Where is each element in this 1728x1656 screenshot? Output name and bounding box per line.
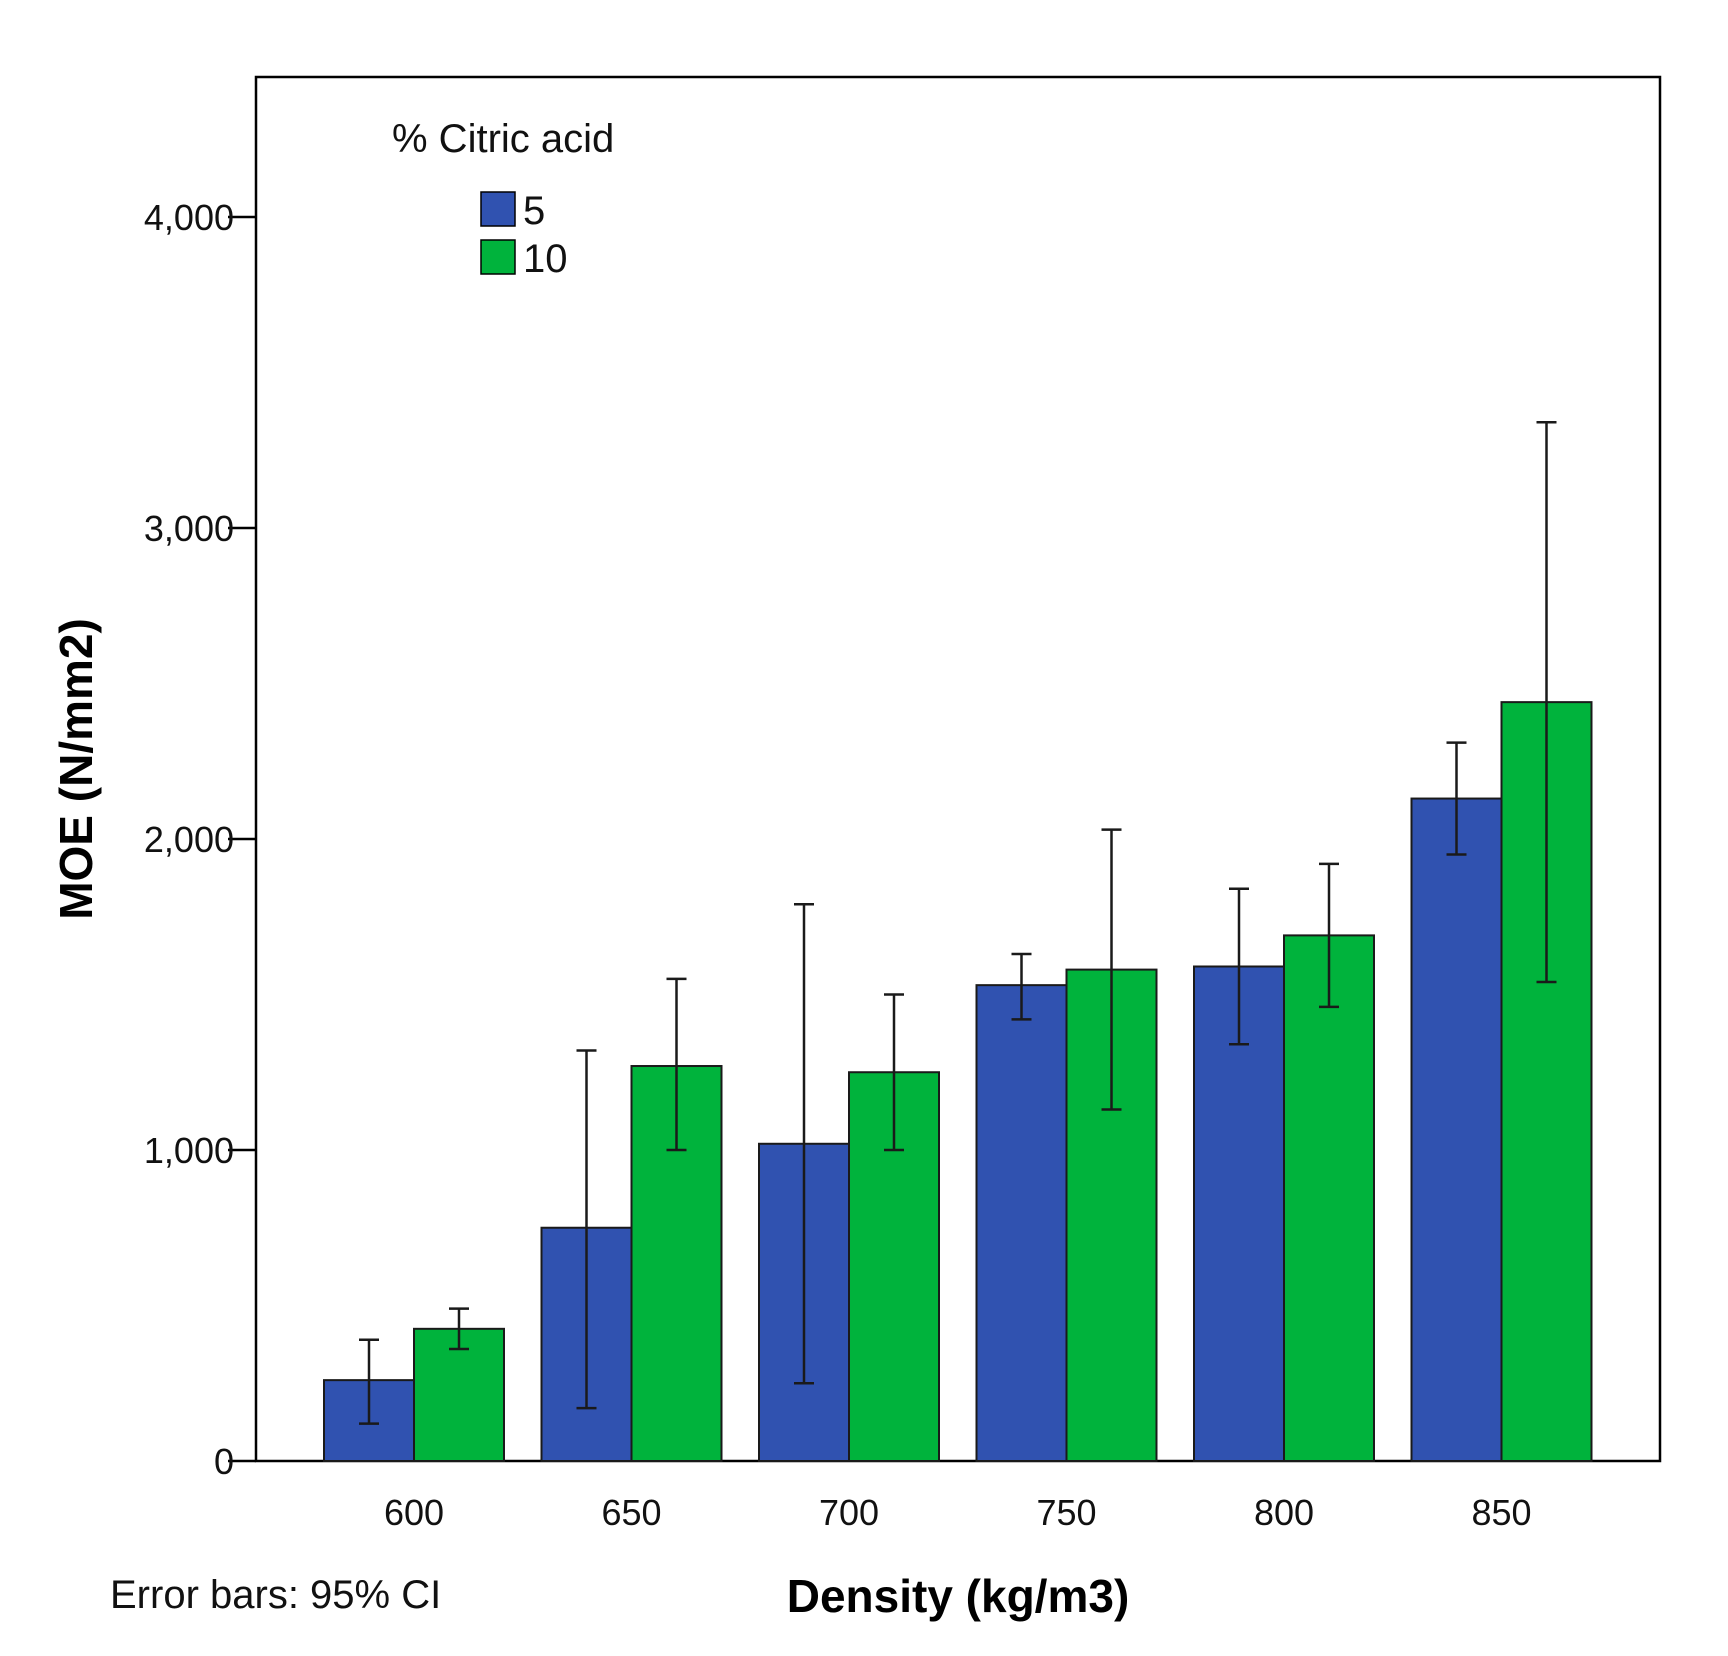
legend-title: % Citric acid (392, 117, 614, 161)
x-tick-label-850: 850 (1471, 1492, 1531, 1533)
bar-5-800 (1193, 965, 1285, 1462)
bars-layer (323, 701, 1593, 1463)
error-bar-10-800 (1319, 862, 1339, 1009)
x-axis: 600 650 700 750 800 850 (384, 1492, 1532, 1533)
error-bar-5-750 (1011, 952, 1032, 1021)
legend-label-10: 10 (523, 237, 568, 281)
bar-10-650 (630, 1065, 723, 1463)
y-tick-label-0: 0 (214, 1441, 234, 1482)
error-bars-layer (359, 420, 1557, 1425)
y-axis-title: MOE (N/mm2) (50, 618, 102, 920)
legend-label-5: 5 (523, 189, 545, 233)
x-tick-label-700: 700 (819, 1492, 879, 1533)
y-tick-label-3000: 3,000 (144, 508, 234, 549)
error-bar-5-700 (794, 903, 814, 1385)
y-tick-label-1000: 1,000 (144, 1130, 234, 1171)
x-tick-label-600: 600 (384, 1492, 444, 1533)
x-axis-title: Density (kg/m3) (787, 1570, 1130, 1622)
error-bar-5-800 (1229, 887, 1249, 1046)
legend-swatch-10 (480, 239, 516, 275)
error-bar-10-600 (449, 1307, 469, 1351)
error-bar-5-650 (576, 1049, 597, 1410)
error-bars-note: Error bars: 95% CI (110, 1573, 441, 1617)
error-bar-10-850 (1536, 420, 1557, 984)
bar-10-600 (413, 1327, 505, 1462)
x-tick-label-750: 750 (1036, 1492, 1096, 1533)
error-bar-10-750 (1101, 828, 1122, 1111)
error-bar-5-850 (1446, 741, 1467, 856)
legend-swatch-5 (480, 191, 516, 227)
y-axis: 0 1,000 2,000 3,000 4,000 (144, 197, 256, 1482)
bar-5-850 (1410, 797, 1503, 1462)
bar-5-750 (975, 984, 1068, 1463)
error-bar-10-700 (884, 993, 904, 1152)
y-tick-label-4000: 4,000 (144, 197, 234, 238)
error-bar-5-600 (359, 1338, 379, 1425)
x-tick-label-650: 650 (601, 1492, 661, 1533)
bar-10-800 (1283, 934, 1375, 1462)
error-bar-10-650 (666, 977, 687, 1152)
y-tick-label-2000: 2,000 (144, 819, 234, 860)
legend: % Citric acid 5 10 (392, 117, 614, 281)
x-tick-label-800: 800 (1254, 1492, 1314, 1533)
